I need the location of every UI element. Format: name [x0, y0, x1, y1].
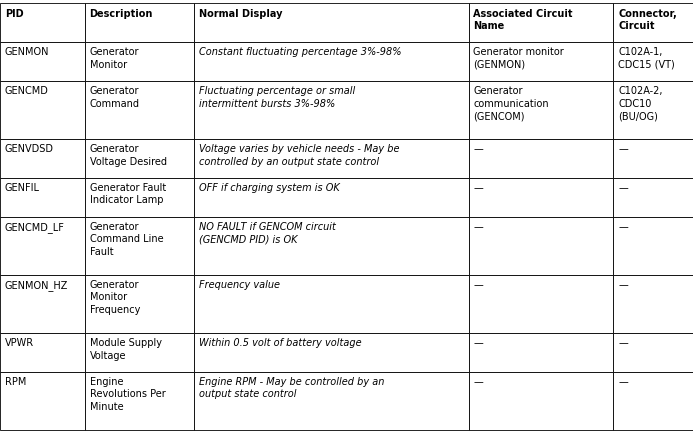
Text: Fluctuating percentage or small
intermittent bursts 3%-98%: Fluctuating percentage or small intermit…	[200, 86, 356, 108]
Bar	[0, 82, 85, 140]
Text: Generator
communication
(GENCOM): Generator communication (GENCOM)	[473, 86, 549, 121]
Bar	[85, 178, 195, 217]
Text: —: —	[473, 221, 483, 231]
Text: Generator
Command Line
Fault: Generator Command Line Fault	[89, 221, 164, 256]
Text: RPM: RPM	[5, 376, 26, 386]
Text: —: —	[618, 144, 628, 154]
Bar	[0, 372, 85, 430]
Text: —: —	[618, 279, 628, 289]
Bar	[85, 4, 195, 43]
Text: —: —	[473, 279, 483, 289]
Bar	[0, 217, 85, 275]
Text: PID: PID	[5, 9, 24, 19]
Bar	[195, 333, 468, 372]
Bar	[613, 275, 693, 333]
Text: Module Supply
Voltage: Module Supply Voltage	[89, 337, 161, 360]
Bar	[613, 333, 693, 372]
Bar	[613, 43, 693, 82]
Bar	[0, 4, 85, 43]
Text: —: —	[473, 144, 483, 154]
Text: Within 0.5 volt of battery voltage: Within 0.5 volt of battery voltage	[200, 337, 362, 347]
Text: GENFIL: GENFIL	[5, 183, 40, 193]
Bar	[613, 372, 693, 430]
Text: Generator monitor
(GENMON): Generator monitor (GENMON)	[473, 47, 564, 70]
Bar	[85, 43, 195, 82]
Text: VPWR: VPWR	[5, 337, 34, 347]
Text: Generator Fault
Indicator Lamp: Generator Fault Indicator Lamp	[89, 183, 166, 205]
Text: GENCMD: GENCMD	[5, 86, 49, 96]
Text: Associated Circuit
Name: Associated Circuit Name	[473, 9, 573, 31]
Bar	[468, 178, 613, 217]
Text: OFF if charging system is OK: OFF if charging system is OK	[200, 183, 340, 193]
Bar	[468, 275, 613, 333]
Bar	[468, 372, 613, 430]
Text: Description: Description	[89, 9, 153, 19]
Bar	[613, 217, 693, 275]
Bar	[0, 178, 85, 217]
Bar	[195, 372, 468, 430]
Bar	[468, 4, 613, 43]
Bar	[0, 140, 85, 178]
Bar	[468, 82, 613, 140]
Text: —: —	[618, 221, 628, 231]
Bar	[85, 217, 195, 275]
Bar	[195, 217, 468, 275]
Text: Generator
Voltage Desired: Generator Voltage Desired	[89, 144, 166, 166]
Bar	[613, 4, 693, 43]
Text: Generator
Command: Generator Command	[89, 86, 139, 108]
Text: GENVDSD: GENVDSD	[5, 144, 54, 154]
Text: GENMON_HZ: GENMON_HZ	[5, 279, 68, 290]
Text: C102A-1,
CDC15 (VT): C102A-1, CDC15 (VT)	[618, 47, 675, 70]
Bar	[0, 275, 85, 333]
Text: Frequency value: Frequency value	[200, 279, 280, 289]
Text: Connector,
Circuit: Connector, Circuit	[618, 9, 677, 31]
Bar	[0, 43, 85, 82]
Text: —: —	[618, 376, 628, 386]
Bar	[468, 217, 613, 275]
Text: —: —	[618, 183, 628, 193]
Bar	[613, 140, 693, 178]
Text: —: —	[618, 337, 628, 347]
Text: Engine
Revolutions Per
Minute: Engine Revolutions Per Minute	[89, 376, 166, 411]
Bar	[85, 275, 195, 333]
Bar	[468, 333, 613, 372]
Text: C102A-2,
CDC10
(BU/OG): C102A-2, CDC10 (BU/OG)	[618, 86, 663, 121]
Text: Voltage varies by vehicle needs - May be
controlled by an output state control: Voltage varies by vehicle needs - May be…	[200, 144, 400, 166]
Text: GENCMD_LF: GENCMD_LF	[5, 221, 64, 232]
Text: —: —	[473, 376, 483, 386]
Text: NO FAULT if GENCOM circuit
(GENCMD PID) is OK: NO FAULT if GENCOM circuit (GENCMD PID) …	[200, 221, 336, 243]
Text: —: —	[473, 337, 483, 347]
Bar	[195, 140, 468, 178]
Bar	[195, 275, 468, 333]
Bar	[85, 372, 195, 430]
Bar	[195, 178, 468, 217]
Bar	[85, 140, 195, 178]
Bar	[613, 82, 693, 140]
Text: Engine RPM - May be controlled by an
output state control: Engine RPM - May be controlled by an out…	[200, 376, 385, 398]
Text: Normal Display: Normal Display	[200, 9, 283, 19]
Bar	[195, 43, 468, 82]
Text: GENMON: GENMON	[5, 47, 49, 57]
Bar	[85, 82, 195, 140]
Bar	[613, 178, 693, 217]
Text: Generator
Monitor: Generator Monitor	[89, 47, 139, 70]
Text: —: —	[473, 183, 483, 193]
Text: Constant fluctuating percentage 3%-98%: Constant fluctuating percentage 3%-98%	[200, 47, 402, 57]
Bar	[85, 333, 195, 372]
Bar	[468, 43, 613, 82]
Bar	[195, 4, 468, 43]
Bar	[0, 333, 85, 372]
Text: Generator
Monitor
Frequency: Generator Monitor Frequency	[89, 279, 140, 314]
Bar	[195, 82, 468, 140]
Bar	[468, 140, 613, 178]
